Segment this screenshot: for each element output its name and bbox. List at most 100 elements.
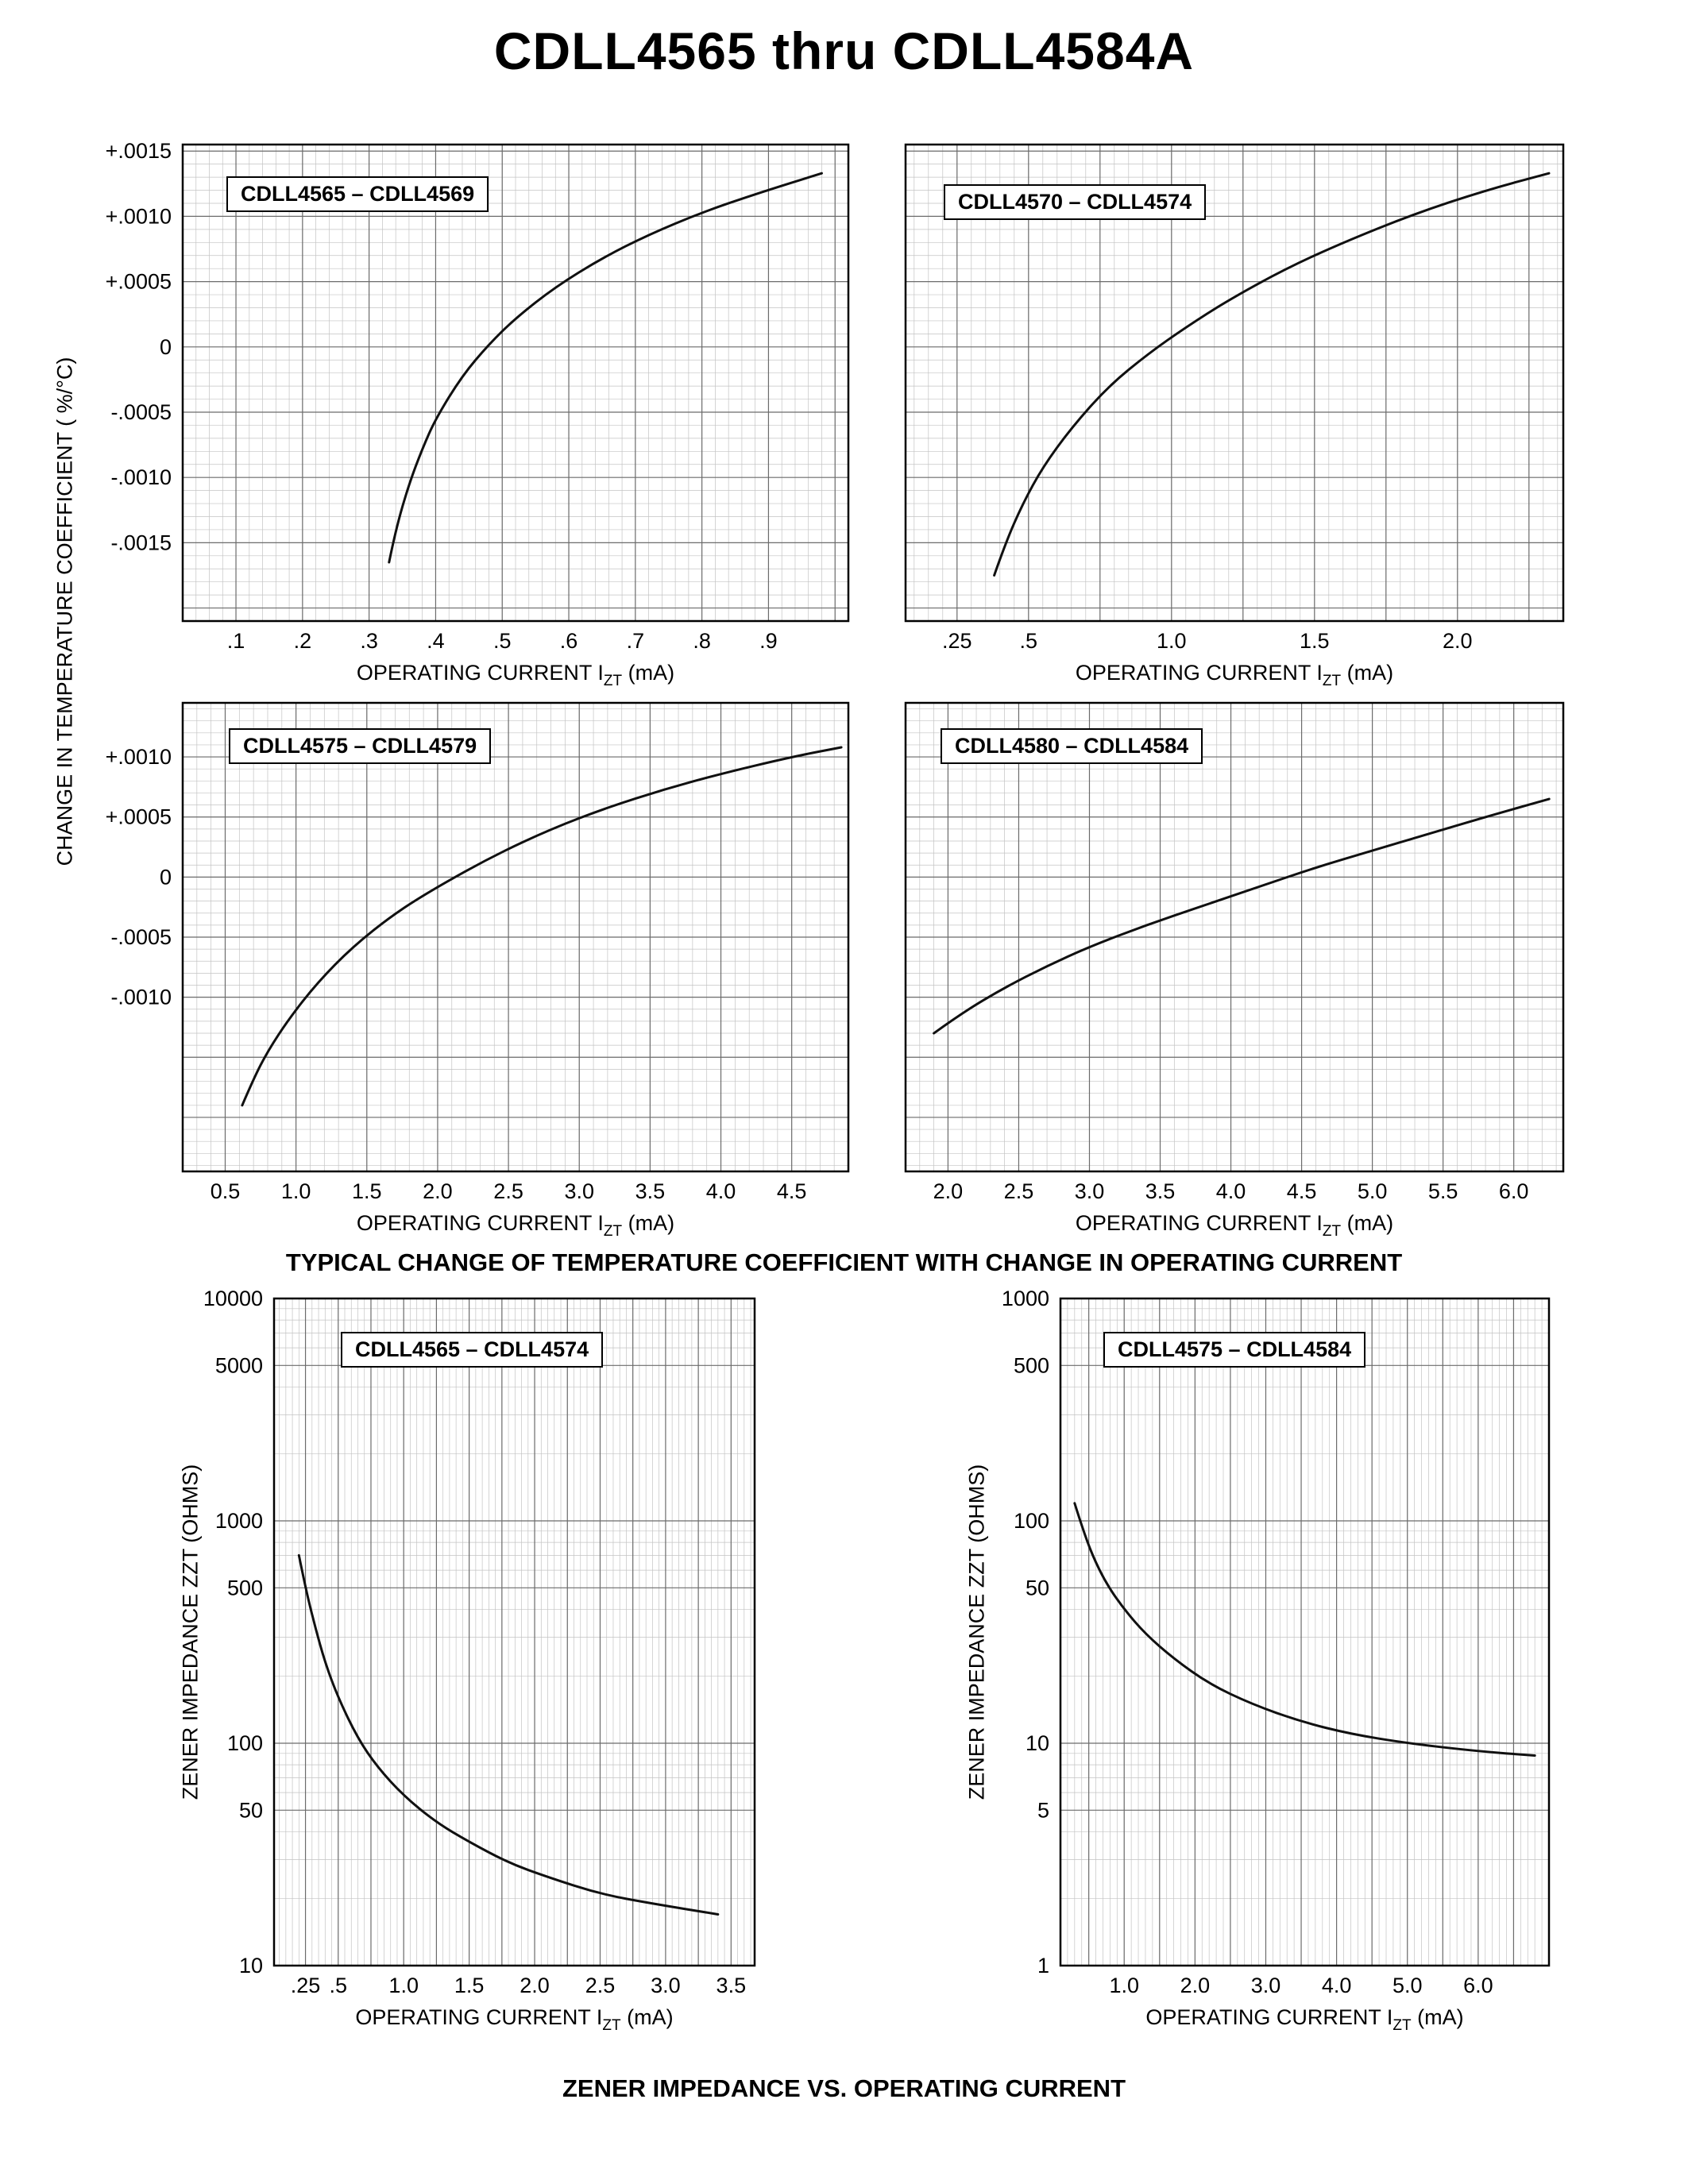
chart-cdll4575-4579: 0.5 1.0 1.5 2.0 2.5 3.0 3.5 4.0 4.5 +.0010 +.0005 0… — [75, 693, 858, 1241]
x-axis-title-text: OPERATING CURRENT I — [355, 2005, 603, 2029]
y-tick-label: +.0010 — [106, 745, 172, 769]
x-tick-label: .6 — [560, 629, 578, 653]
x-tick-labels: 2.0 2.5 3.0 3.5 4.0 4.5 5.0 5.5 6.0 — [933, 1179, 1529, 1203]
plot-border — [272, 1297, 756, 1967]
y-tick-labels: 10000 5000 1000 500 100 50 10 — [203, 1288, 263, 1978]
x-tick-label: .5 — [1020, 629, 1038, 653]
x-tick-labels: 1.0 2.0 3.0 4.0 5.0 6.0 — [1109, 1974, 1493, 1997]
izt-subscript: ZT — [602, 2017, 621, 2034]
x-axis-title: OPERATING CURRENT IZT (mA) — [1060, 2005, 1549, 2035]
x-axis-title-unit: (mA) — [620, 2005, 674, 2029]
x-tick-label: 2.5 — [1004, 1179, 1034, 1203]
x-tick-label: 3.5 — [635, 1179, 666, 1203]
y-tick-label: 1000 — [215, 1509, 263, 1533]
y-tick-label: +.0015 — [106, 139, 172, 163]
x-axis-title-unit: (mA) — [1341, 661, 1394, 685]
x-axis-title-unit: (mA) — [1341, 1211, 1394, 1235]
x-axis-title: OPERATING CURRENT IZT (mA) — [183, 661, 848, 690]
x-tick-label: 1.5 — [352, 1179, 382, 1203]
x-tick-label: 3.5 — [717, 1974, 747, 1997]
y-tick-label: 100 — [227, 1731, 263, 1755]
x-tick-label: 5.0 — [1358, 1179, 1388, 1203]
x-tick-label: .25 — [942, 629, 972, 653]
chart-cdll4580-4584: 2.0 2.5 3.0 3.5 4.0 4.5 5.0 5.5 6.0 CDLL4580 – C… — [894, 693, 1573, 1241]
x-tick-label: .7 — [627, 629, 645, 653]
y-tick-labels: +.0015 +.0010 +.0005 0 -.0005 -.0010 -.0015 — [106, 139, 172, 554]
chart-canvas-zz2: 1.0 2.0 3.0 4.0 5.0 6.0 1000 500 100 50 10 5 1 — [1002, 1288, 1551, 1997]
x-tick-label: 1.0 — [1157, 629, 1187, 653]
x-axis-title-text: OPERATING CURRENT I — [356, 1211, 604, 1235]
x-tick-label: .8 — [693, 629, 711, 653]
y-tick-label: -.0010 — [110, 986, 172, 1009]
chart-series-label: CDLL4565 – CDLL4569 — [226, 176, 489, 212]
tc-caption: TYPICAL CHANGE OF TEMPERATURE COEFFICIEN… — [285, 1248, 1403, 1276]
plot-border — [181, 143, 850, 623]
x-axis-title: OPERATING CURRENT IZT (mA) — [906, 661, 1563, 690]
x-tick-label: 4.0 — [1216, 1179, 1246, 1203]
x-tick-label: 4.5 — [777, 1179, 807, 1203]
chart-canvas-zz1: .25.5 1.0 1.5 2.0 2.5 3.0 3.510000500010005001… — [203, 1288, 756, 1997]
plot-border — [181, 701, 850, 1173]
x-axis-title-unit: (mA) — [1411, 2005, 1464, 2029]
x-tick-label: 3.0 — [651, 1974, 681, 1997]
major-grid — [183, 145, 848, 621]
y-tick-label: 10 — [1026, 1731, 1049, 1755]
x-tick-label: 1.5 — [454, 1974, 485, 1997]
chart-canvas-tc3: 0.5 1.0 1.5 2.0 2.5 3.0 3.5 4.0 4.5 +.0010 +.0005 0… — [106, 701, 850, 1203]
x-tick-label: 2.0 — [1443, 629, 1473, 653]
x-tick-label: 2.0 — [520, 1974, 550, 1997]
plot-border — [904, 701, 1565, 1173]
y-tick-label: 50 — [1026, 1576, 1049, 1599]
y-tick-label: 50 — [239, 1798, 263, 1822]
y-tick-label: 1000 — [1002, 1288, 1049, 1310]
izt-subscript: ZT — [1322, 1223, 1342, 1240]
chart-series-label: CDLL4570 – CDLL4574 — [944, 184, 1207, 220]
chart-series-label: CDLL4580 – CDLL4584 — [941, 728, 1203, 764]
x-tick-label: 1.0 — [388, 1974, 419, 1997]
page-title: CDLL4565 thru CDLL4584A — [493, 21, 1195, 80]
y-tick-label: +.0010 — [106, 204, 172, 228]
chart-impedance-cdll4575-4584: 1.0 2.0 3.0 4.0 5.0 6.0 1000 500 100 50 10 5 1 CDLL4… — [981, 1288, 1559, 2043]
data-curve-tc2 — [993, 172, 1551, 577]
data-curve-tc4 — [933, 797, 1551, 1035]
y-tick-label: 100 — [1014, 1509, 1049, 1533]
zener-impedance-y-axis-label-left: ZENER IMPEDANCE ZZT (OHMS) — [178, 1464, 203, 1800]
x-tick-label: .1 — [227, 629, 245, 653]
y-tick-label: 1 — [1037, 1954, 1049, 1978]
data-curve-zz1 — [297, 1553, 720, 1916]
x-tick-label: 0.5 — [211, 1179, 241, 1203]
x-tick-label: 3.0 — [1075, 1179, 1105, 1203]
x-tick-label: 1.0 — [281, 1179, 311, 1203]
y-tick-label: 10 — [239, 1954, 263, 1978]
x-axis-title: OPERATING CURRENT IZT (mA) — [274, 2005, 755, 2035]
major-grid — [906, 703, 1563, 1171]
x-tick-label: .2 — [294, 629, 312, 653]
x-tick-label: .5 — [330, 1974, 348, 1997]
x-tick-label: 2.0 — [933, 1179, 964, 1203]
y-tick-label: 5 — [1037, 1798, 1049, 1822]
x-tick-label: .25 — [291, 1974, 321, 1997]
x-tick-label: .9 — [759, 629, 778, 653]
x-tick-label: 4.5 — [1287, 1179, 1317, 1203]
minor-grid — [182, 145, 849, 622]
y-tick-label: -.0010 — [110, 465, 172, 489]
zener-impedance-y-axis-label-right: ZENER IMPEDANCE ZZT (OHMS) — [964, 1464, 989, 1800]
y-tick-labels: 1000 500 100 50 10 5 1 — [1002, 1288, 1049, 1978]
x-tick-label: 2.0 — [423, 1179, 453, 1203]
x-tick-label: .4 — [427, 629, 445, 653]
chart-series-label: CDLL4575 – CDLL4584 — [1103, 1332, 1366, 1368]
izt-subscript: ZT — [603, 1223, 623, 1240]
chart-canvas-tc4: 2.0 2.5 3.0 3.5 4.0 4.5 5.0 5.5 6.0 — [904, 701, 1565, 1203]
chart-series-label: CDLL4575 – CDLL4579 — [229, 728, 492, 764]
y-tick-label: -.0005 — [110, 400, 172, 424]
x-tick-label: 3.0 — [564, 1179, 594, 1203]
zz-caption: ZENER IMPEDANCE VS. OPERATING CURRENT — [562, 2074, 1126, 2102]
x-tick-label: 1.0 — [1109, 1974, 1139, 1997]
minor-grid — [1060, 1298, 1550, 1966]
x-tick-label: 3.5 — [1145, 1179, 1176, 1203]
x-tick-label: 2.0 — [1180, 1974, 1211, 1997]
x-tick-label: 5.5 — [1428, 1179, 1458, 1203]
x-tick-label: 2.5 — [585, 1974, 616, 1997]
x-tick-label: .5 — [493, 629, 512, 653]
x-axis-title-text: OPERATING CURRENT I — [1075, 661, 1323, 685]
